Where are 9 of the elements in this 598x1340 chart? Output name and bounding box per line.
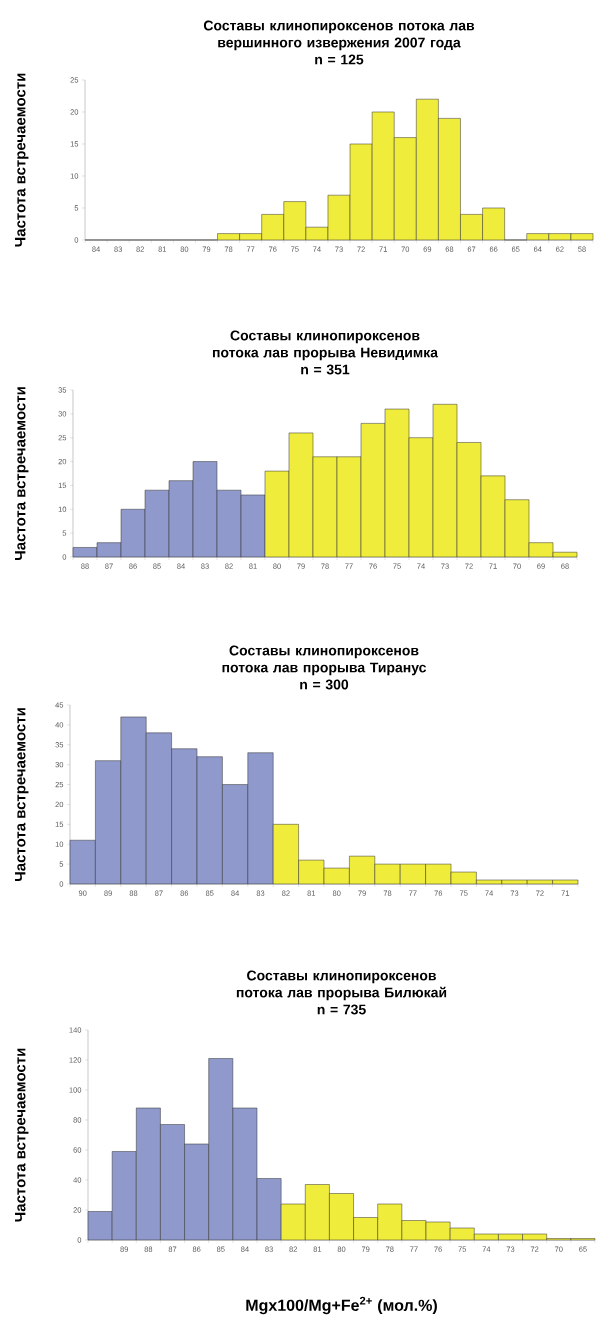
- y-axis-title: Частота встречаемости: [15, 1048, 29, 1222]
- chart-subtitle: n = 351: [301, 364, 350, 375]
- chart-subtitle: n = 735: [317, 1004, 366, 1015]
- y-axis-title: Частота встречаемости: [15, 387, 29, 561]
- chart-subtitle: n = 125: [315, 54, 364, 65]
- y-axis-title: Частота встречаемости: [15, 73, 29, 247]
- x-axis-title: Mgx100/Mg+Fe$^{2+}$ (мол.%): [246, 1296, 437, 1315]
- y-axis-title: Частота встречаемости: [15, 708, 29, 882]
- chart-subtitle: n = 300: [300, 679, 349, 690]
